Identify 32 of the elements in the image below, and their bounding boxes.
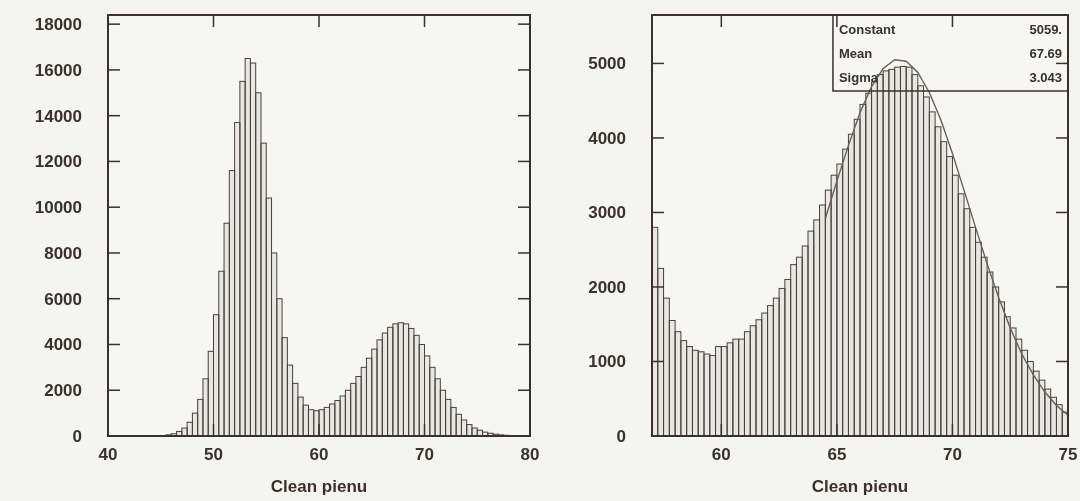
x-tick-label: 70: [942, 445, 962, 464]
x-tick-label: 60: [309, 445, 329, 464]
x-tick-label: 65: [827, 445, 847, 464]
annotation: 5059.: [1029, 22, 1062, 37]
y-tick-label: 5000: [588, 54, 626, 74]
annotation: 67.69: [1029, 46, 1062, 61]
y-tick-label: 10000: [34, 198, 82, 218]
y-tick-label: 0: [616, 426, 626, 446]
y-tick-label: 18000: [34, 15, 82, 35]
y-tick-label: 2000: [44, 381, 82, 401]
x-tick-label: 75: [1058, 445, 1078, 464]
y-tick-label: 4000: [44, 335, 82, 355]
y-tick-label: 12000: [34, 152, 82, 172]
y-tick-label: 4000: [588, 128, 626, 148]
y-tick-label: 3000: [588, 203, 626, 223]
y-tick-label: 2000: [588, 277, 626, 297]
annotation: Constant: [838, 22, 896, 37]
y-tick-label: 6000: [44, 289, 82, 309]
y-tick-label: 14000: [34, 106, 82, 126]
x-tick-label: 40: [98, 445, 118, 464]
x-tick-label: 60: [711, 445, 731, 464]
x-tick-label: 80: [520, 445, 540, 464]
x-axis-title: Clean pienu: [270, 477, 368, 496]
x-tick-label: 50: [204, 445, 223, 464]
x-tick-label: 70: [415, 445, 434, 464]
y-tick-label: 0: [72, 426, 82, 446]
y-tick-label: 8000: [44, 243, 82, 263]
y-tick-label: 1000: [588, 352, 626, 372]
annotation: 3.043: [1029, 70, 1062, 85]
annotation: Mean: [838, 46, 873, 61]
y-tick-label: 16000: [34, 60, 82, 80]
x-axis-title: Clean pienu: [811, 477, 909, 496]
